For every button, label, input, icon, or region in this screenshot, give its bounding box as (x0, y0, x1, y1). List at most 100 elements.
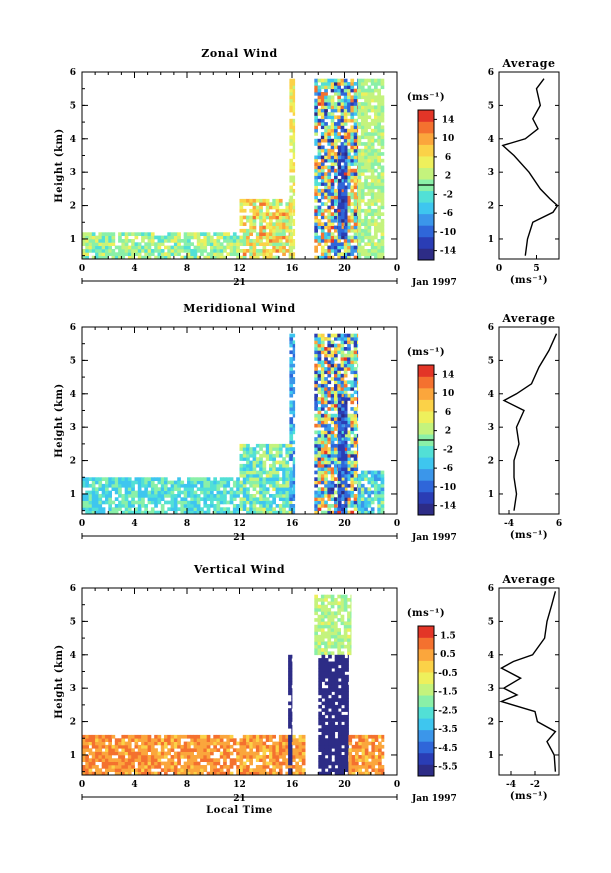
heatmap-cell (137, 507, 142, 511)
heatmap-cell (337, 370, 341, 375)
heatmap-cell (289, 158, 294, 163)
heatmap-cell (288, 664, 292, 669)
heatmap-cell (341, 674, 345, 679)
heatmap-cell (367, 125, 372, 130)
heatmap-cell (137, 480, 142, 485)
heatmap-cell (361, 761, 366, 766)
heatmap-cell (226, 477, 231, 481)
heatmap-cell (173, 507, 178, 511)
heatmap-cell (320, 333, 325, 338)
heatmap-cell (330, 122, 335, 126)
heatmap-cell (337, 108, 341, 113)
heatmap-cell (320, 370, 325, 375)
heatmap-cell (203, 494, 208, 498)
heatmap-cell (357, 494, 359, 498)
heatmap-cell (246, 467, 250, 471)
heatmap-cell (141, 245, 145, 250)
heatmap-cell (246, 758, 250, 762)
heatmap-cell (150, 239, 155, 243)
heatmap-cell (272, 249, 276, 253)
heatmap-cell (347, 674, 349, 679)
heatmap-cell (121, 255, 126, 260)
heatmap-cell (337, 383, 341, 388)
heatmap-cell (337, 490, 342, 495)
heatmap-cell (334, 467, 338, 471)
heatmap-cell (357, 148, 362, 153)
heatmap-cell (320, 497, 325, 501)
heatmap-cell (124, 497, 129, 501)
heatmap-cell (272, 755, 276, 759)
heatmap-cell (269, 480, 273, 485)
heatmap-cell (353, 347, 358, 351)
heatmap-cell (160, 504, 165, 508)
heatmap-cell (252, 487, 257, 491)
heatmap-cell (95, 500, 99, 505)
heatmap-cell (341, 155, 345, 160)
heatmap-cell (223, 755, 227, 759)
heatmap-cell (249, 460, 253, 465)
heatmap-cell (344, 148, 348, 153)
heatmap-cell (377, 162, 381, 166)
heatmap-cell (364, 118, 368, 123)
heatmap-cell (320, 208, 325, 213)
heatmap-cell (282, 490, 286, 495)
heatmap-cell (334, 507, 338, 511)
heatmap-cell (314, 337, 318, 341)
heatmap-cell (265, 450, 270, 455)
heatmap-cell (259, 202, 263, 206)
heatmap-cell (317, 457, 322, 461)
heatmap-cell (265, 477, 270, 481)
heatmap-cell (324, 614, 328, 619)
heatmap-cell (314, 628, 318, 632)
heatmap-cell (330, 367, 335, 371)
heatmap-cell (292, 758, 296, 762)
heatmap-cell (317, 604, 322, 609)
heatmap-cell (357, 105, 362, 110)
heatmap-cell (157, 755, 162, 759)
heatmap-cell (327, 360, 332, 365)
heatmap-cell (91, 741, 96, 746)
heatmap-cell (255, 507, 260, 511)
heatmap-cell (108, 235, 112, 240)
heatmap-cell (374, 255, 378, 260)
heatmap-cell (275, 504, 280, 508)
heatmap-cell (173, 497, 178, 501)
heatmap-cell (347, 691, 349, 696)
heatmap-cell (252, 470, 257, 475)
heatmap-cell (353, 249, 358, 253)
heatmap-cell (374, 208, 378, 213)
heatmap-cell (367, 208, 372, 213)
heatmap-cell (206, 494, 211, 498)
heatmap-cell (374, 245, 378, 250)
heatmap-cell (377, 125, 381, 130)
heatmap-cell (353, 138, 358, 143)
heatmap-cell (324, 718, 329, 722)
heatmap-cell (259, 494, 263, 498)
heatmap-cell (340, 634, 345, 639)
heatmap-cell (289, 88, 294, 93)
heatmap-cell (144, 744, 148, 749)
heatmap-cell (114, 748, 119, 752)
heatmap-cell (124, 249, 129, 253)
heatmap-cell (177, 751, 181, 756)
heatmap-cell (242, 450, 247, 455)
heatmap-cell (357, 380, 359, 385)
heatmap-cell (314, 604, 318, 609)
heatmap-cell (380, 185, 385, 190)
heatmap-cell (289, 239, 294, 243)
heatmap-cell (278, 504, 283, 508)
heatmap-cell (328, 738, 332, 742)
heatmap-cell (357, 92, 362, 96)
heatmap-cell (210, 235, 214, 240)
heatmap-cell (98, 755, 103, 759)
heatmap-cell (249, 447, 253, 451)
heatmap-cell (170, 755, 175, 759)
heatmap-cell (265, 734, 270, 739)
heatmap-cell (255, 758, 260, 762)
heatmap-cell (95, 504, 99, 508)
heatmap-cell (196, 771, 201, 776)
heatmap-cell (320, 634, 325, 639)
heatmap-cell (334, 145, 338, 150)
heatmap-cell (347, 734, 349, 739)
heatmap-cell (183, 741, 188, 746)
